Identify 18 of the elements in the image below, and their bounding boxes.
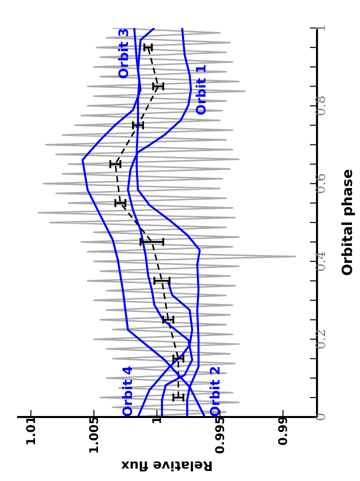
y-tick-label: 1 — [314, 24, 329, 32]
y-tick-label: 0.2 — [314, 328, 329, 350]
x-tick-label: 1.01 — [24, 416, 38, 446]
y-tick-label: 0 — [314, 412, 329, 422]
text: Orbit 3 — [117, 28, 132, 80]
x-tick-label: 1.005 — [86, 416, 101, 454]
y-tick-label: 0.4 — [314, 251, 329, 272]
line-series — [82, 28, 206, 417]
text: Orbit 4 — [121, 366, 136, 417]
text: Orbit 1 — [194, 64, 210, 116]
y-tick-label: 0.8 — [314, 95, 329, 116]
y-axis-title: Orbital phase — [340, 169, 356, 276]
x-tick-label: 0.995 — [212, 416, 227, 454]
y-tick-label: 0.6 — [314, 173, 329, 194]
x-axis-title: Relative flux — [120, 458, 213, 472]
line-series — [38, 28, 296, 417]
text: Orbit 2 — [208, 366, 224, 417]
x-tick-label: 0.99 — [276, 416, 290, 446]
